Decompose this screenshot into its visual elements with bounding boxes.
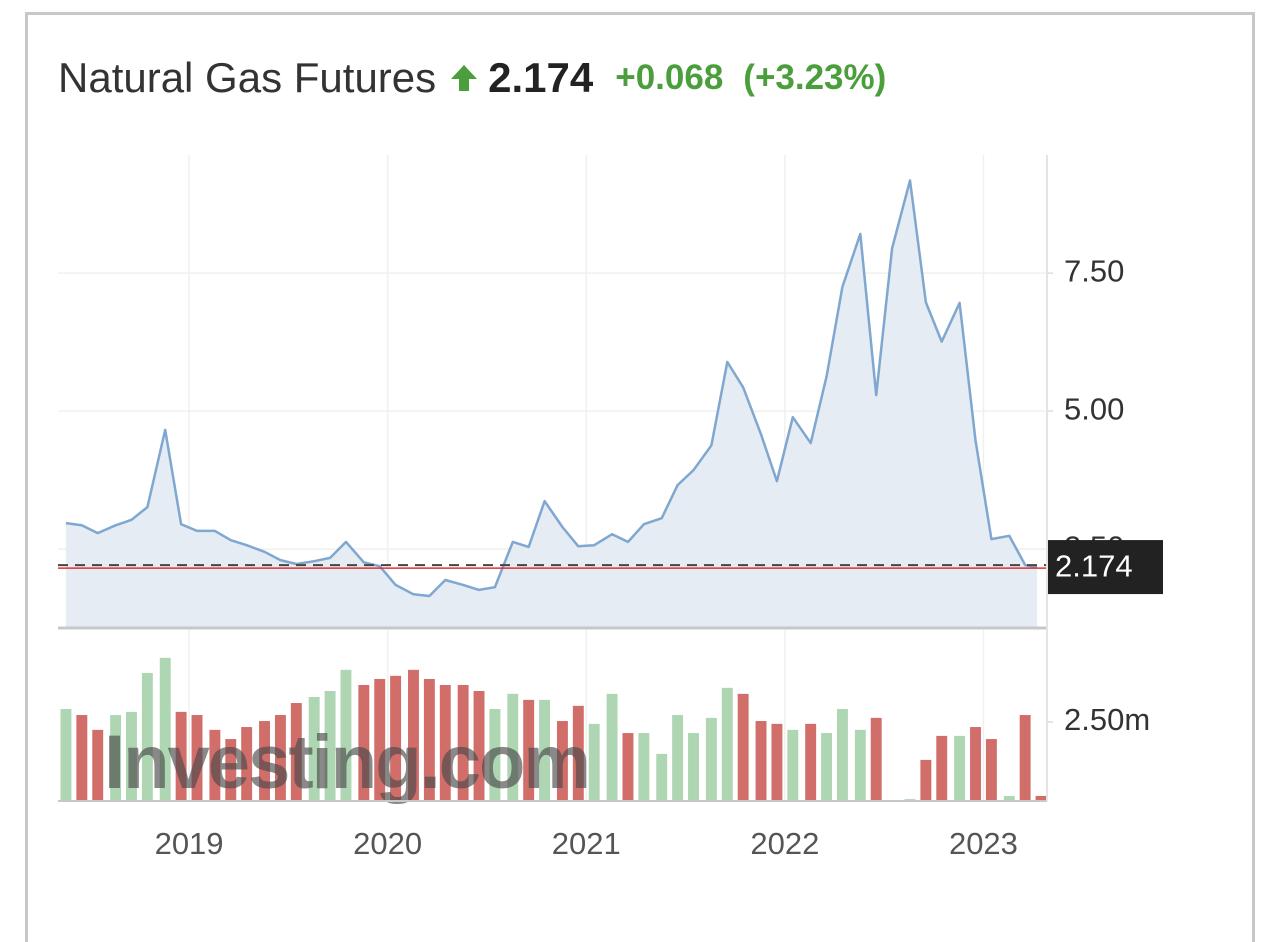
- x-tick-label: 2022: [750, 826, 819, 861]
- volume-bar: [439, 684, 451, 801]
- last-price-label: 2.174: [1055, 548, 1133, 583]
- volume-bar: [259, 721, 270, 801]
- price-line: [65, 179, 1038, 598]
- volume-bar: [390, 675, 402, 801]
- x-tick-label: 2020: [353, 826, 422, 861]
- volume-bar: [340, 669, 352, 801]
- x-tick-label: 2019: [155, 826, 224, 861]
- volume-bar: [805, 723, 817, 801]
- volume-bar: [308, 697, 320, 801]
- last-price: 2.174: [488, 54, 594, 101]
- y-tick-label: 2.50m: [1064, 702, 1150, 737]
- volume-bar: [1003, 795, 1015, 801]
- volume-bar: [324, 691, 336, 801]
- volume-bar: [175, 711, 187, 801]
- watermark: Investing.com: [104, 720, 589, 805]
- volume-bar: [572, 705, 584, 801]
- volume-bar: [241, 727, 253, 801]
- volume-bar: [126, 711, 137, 801]
- volume-bar: [638, 733, 650, 801]
- volume-bar: [721, 687, 733, 801]
- volume-bar: [656, 753, 668, 801]
- volume-bar: [141, 672, 153, 801]
- volume-bar: [290, 703, 302, 801]
- volume-bar: [423, 678, 435, 801]
- volume-bar: [473, 691, 485, 801]
- volume-bar: [556, 721, 568, 801]
- x-tick-label: 2023: [949, 826, 1018, 861]
- volume-bar: [588, 723, 600, 801]
- volume-bar: [870, 717, 882, 801]
- volume-bar: [408, 669, 419, 801]
- volume-bar: [374, 678, 386, 801]
- card-frame: [25, 12, 1255, 942]
- volume-bar: [821, 733, 833, 801]
- volume-bar: [854, 729, 866, 801]
- volume-bar: [110, 715, 122, 801]
- volume-bar: [539, 699, 551, 801]
- y-tick-label: 7.50: [1064, 253, 1124, 288]
- volume-bar: [225, 739, 237, 801]
- volume-bar: [507, 693, 519, 801]
- volume-bar: [274, 715, 286, 801]
- volume-bar: [76, 715, 88, 801]
- volume-bar: [755, 721, 767, 801]
- volume-bar: [672, 715, 684, 801]
- volume-bar: [606, 693, 618, 801]
- volume-bar: [787, 729, 799, 801]
- price-area: [65, 180, 1038, 628]
- up-arrow-icon: [451, 65, 478, 91]
- y-tick-label: 5.00: [1064, 391, 1124, 426]
- price-change: +0.068: [615, 58, 724, 97]
- volume-bar: [457, 684, 469, 801]
- volume-bar: [523, 699, 535, 801]
- volume-bar: [60, 709, 72, 801]
- volume-bar: [936, 735, 948, 801]
- volume-bar: [159, 657, 171, 801]
- volume-bar: [489, 709, 501, 801]
- price-change-percent: (+3.23%): [743, 58, 887, 97]
- volume-bar: [622, 733, 634, 801]
- volume-bar: [920, 759, 932, 801]
- volume-bar: [970, 727, 981, 801]
- volume-bar: [737, 693, 749, 801]
- last-price-box: [1047, 540, 1163, 595]
- quote-header: Natural Gas Futures 2.174 +0.068 (+3.23%…: [58, 50, 886, 106]
- volume-bar: [1019, 715, 1031, 801]
- volume-bar: [688, 733, 699, 801]
- arrow-shape: [451, 65, 478, 91]
- instrument-title: Natural Gas Futures: [58, 54, 437, 101]
- volume-bar: [705, 717, 717, 801]
- volume-bar: [1035, 795, 1047, 801]
- volume-bar: [92, 729, 104, 801]
- x-tick-label: 2021: [552, 826, 621, 861]
- volume-bar: [209, 729, 221, 801]
- volume-bar: [985, 739, 997, 801]
- volume-bar: [358, 684, 370, 801]
- volume-bar: [191, 715, 203, 801]
- volume-bar: [836, 709, 848, 801]
- volume-bar: [954, 735, 966, 801]
- volume-bar: [771, 723, 783, 801]
